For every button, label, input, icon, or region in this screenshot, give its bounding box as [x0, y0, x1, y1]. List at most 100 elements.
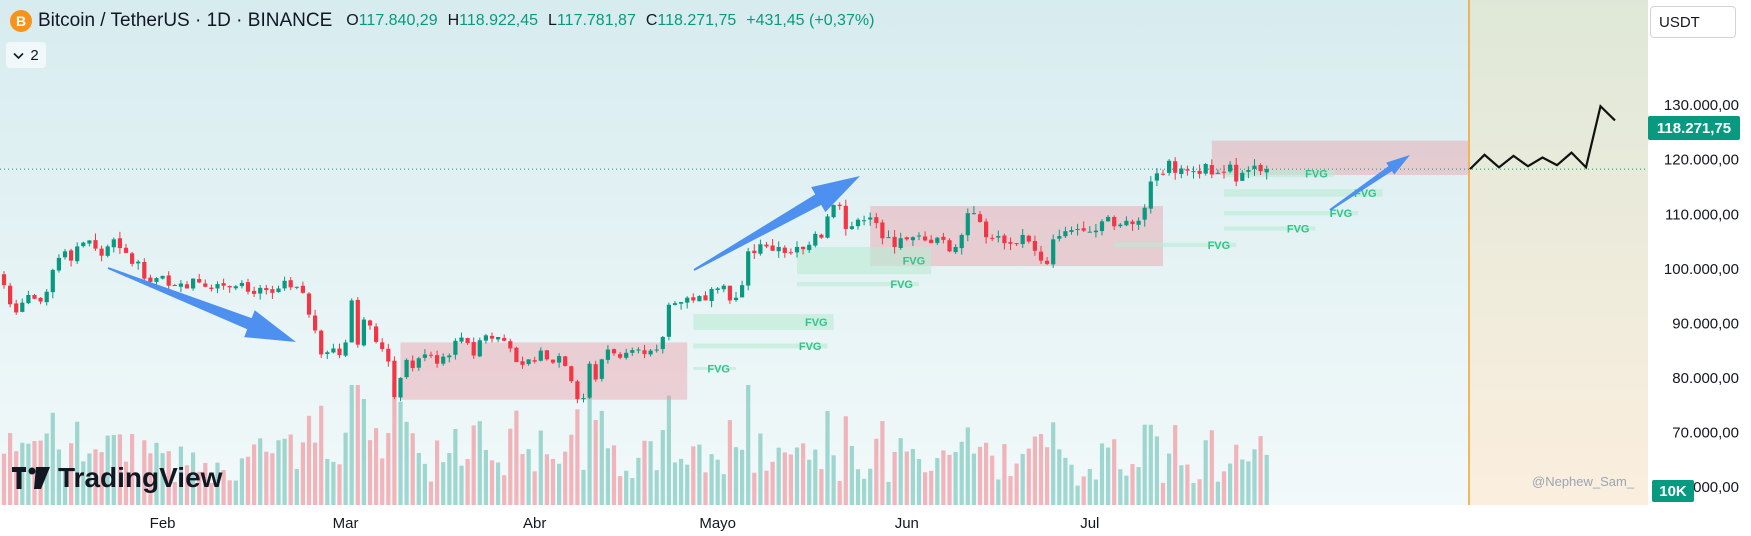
- candle-body[interactable]: [892, 236, 897, 247]
- candle-body[interactable]: [367, 320, 373, 326]
- candle-body[interactable]: [685, 297, 690, 303]
- candle-body[interactable]: [557, 356, 562, 363]
- candle-body[interactable]: [758, 244, 763, 254]
- candle-body[interactable]: [953, 246, 958, 253]
- candle-body[interactable]: [1038, 251, 1044, 261]
- candle-body[interactable]: [746, 251, 751, 286]
- candle-body[interactable]: [843, 205, 848, 229]
- candle-body[interactable]: [105, 246, 110, 256]
- candle-body[interactable]: [776, 246, 781, 252]
- candle-body[interactable]: [971, 213, 976, 215]
- candle-body[interactable]: [148, 277, 153, 282]
- candle-body[interactable]: [1209, 165, 1214, 175]
- candle-body[interactable]: [947, 240, 952, 252]
- candle-body[interactable]: [819, 234, 824, 238]
- candle-body[interactable]: [172, 285, 177, 287]
- candle-body[interactable]: [435, 355, 440, 364]
- candle-body[interactable]: [1185, 169, 1190, 171]
- candle-body[interactable]: [611, 349, 617, 354]
- symbol-title[interactable]: Bitcoin / TetherUS · 1D · BINANCE: [38, 10, 333, 31]
- candle-body[interactable]: [489, 335, 495, 339]
- candle-body[interactable]: [1026, 235, 1031, 242]
- candle-body[interactable]: [282, 280, 287, 289]
- candle-body[interactable]: [691, 297, 696, 301]
- candle-body[interactable]: [648, 350, 653, 355]
- candle-body[interactable]: [227, 286, 232, 288]
- candle-body[interactable]: [1124, 220, 1129, 226]
- candle-body[interactable]: [319, 330, 324, 355]
- candle-body[interactable]: [862, 220, 867, 222]
- candle-body[interactable]: [361, 319, 366, 346]
- candle-body[interactable]: [727, 285, 732, 301]
- candle-body[interactable]: [404, 359, 409, 378]
- candle-body[interactable]: [306, 293, 312, 315]
- candle-body[interactable]: [1069, 230, 1074, 232]
- candle-body[interactable]: [575, 381, 580, 400]
- candle-body[interactable]: [1234, 164, 1239, 182]
- candle-body[interactable]: [977, 214, 983, 222]
- candle-body[interactable]: [1130, 221, 1135, 225]
- candle-body[interactable]: [453, 340, 458, 355]
- candle-body[interactable]: [300, 285, 305, 293]
- candle-body[interactable]: [1191, 171, 1196, 173]
- candle-body[interactable]: [398, 377, 403, 398]
- candle-body[interactable]: [563, 356, 568, 366]
- candle-body[interactable]: [87, 240, 92, 244]
- candle-body[interactable]: [709, 288, 714, 302]
- candle-body[interactable]: [203, 283, 208, 287]
- candle-body[interactable]: [56, 257, 61, 271]
- candle-body[interactable]: [959, 234, 964, 249]
- candle-body[interactable]: [642, 350, 647, 354]
- candle-body[interactable]: [941, 236, 946, 240]
- candle-body[interactable]: [923, 236, 928, 241]
- candle-body[interactable]: [654, 349, 659, 351]
- candle-body[interactable]: [252, 290, 257, 294]
- candle-body[interactable]: [1087, 231, 1092, 233]
- candle-body[interactable]: [44, 291, 49, 303]
- candle-body[interactable]: [1228, 164, 1233, 172]
- candle-body[interactable]: [294, 286, 299, 288]
- candle-body[interactable]: [123, 247, 129, 253]
- candle-body[interactable]: [142, 262, 147, 279]
- candle-body[interactable]: [801, 246, 806, 250]
- candle-body[interactable]: [422, 354, 427, 358]
- indicators-toggle[interactable]: 2: [6, 42, 46, 68]
- candle-body[interactable]: [740, 285, 745, 298]
- candle-body[interactable]: [794, 246, 800, 253]
- candle-body[interactable]: [831, 204, 836, 218]
- candle-body[interactable]: [93, 240, 98, 249]
- candle-body[interactable]: [532, 360, 537, 362]
- candle-body[interactable]: [1032, 241, 1037, 251]
- candle-body[interactable]: [764, 244, 769, 247]
- candle-body[interactable]: [1, 274, 7, 286]
- candle-body[interactable]: [386, 348, 391, 362]
- candle-body[interactable]: [136, 261, 141, 264]
- candle-body[interactable]: [483, 335, 488, 341]
- candle-body[interactable]: [197, 279, 202, 283]
- candle-body[interactable]: [1252, 165, 1257, 169]
- candle-body[interactable]: [508, 341, 513, 349]
- candle-body[interactable]: [1221, 171, 1227, 173]
- candle-body[interactable]: [929, 239, 934, 244]
- candle-body[interactable]: [1154, 173, 1159, 181]
- candle-body[interactable]: [849, 226, 854, 229]
- candle-body[interactable]: [130, 253, 135, 264]
- candle-body[interactable]: [1160, 173, 1166, 175]
- candle-body[interactable]: [245, 282, 251, 292]
- candle-body[interactable]: [886, 237, 891, 239]
- candle-body[interactable]: [447, 355, 452, 358]
- candle-body[interactable]: [1118, 224, 1123, 227]
- candle-body[interactable]: [544, 350, 549, 360]
- currency-selector[interactable]: USDT: [1650, 6, 1736, 38]
- candle-body[interactable]: [1246, 170, 1251, 172]
- candle-body[interactable]: [313, 315, 318, 331]
- candle-body[interactable]: [813, 233, 818, 246]
- candle-body[interactable]: [855, 219, 861, 227]
- candle-body[interactable]: [1258, 165, 1263, 172]
- candle-body[interactable]: [166, 275, 171, 286]
- candle-body[interactable]: [1203, 164, 1208, 174]
- candle-body[interactable]: [62, 251, 68, 258]
- candle-body[interactable]: [703, 295, 708, 301]
- candle-body[interactable]: [538, 350, 543, 361]
- candle-body[interactable]: [898, 238, 903, 248]
